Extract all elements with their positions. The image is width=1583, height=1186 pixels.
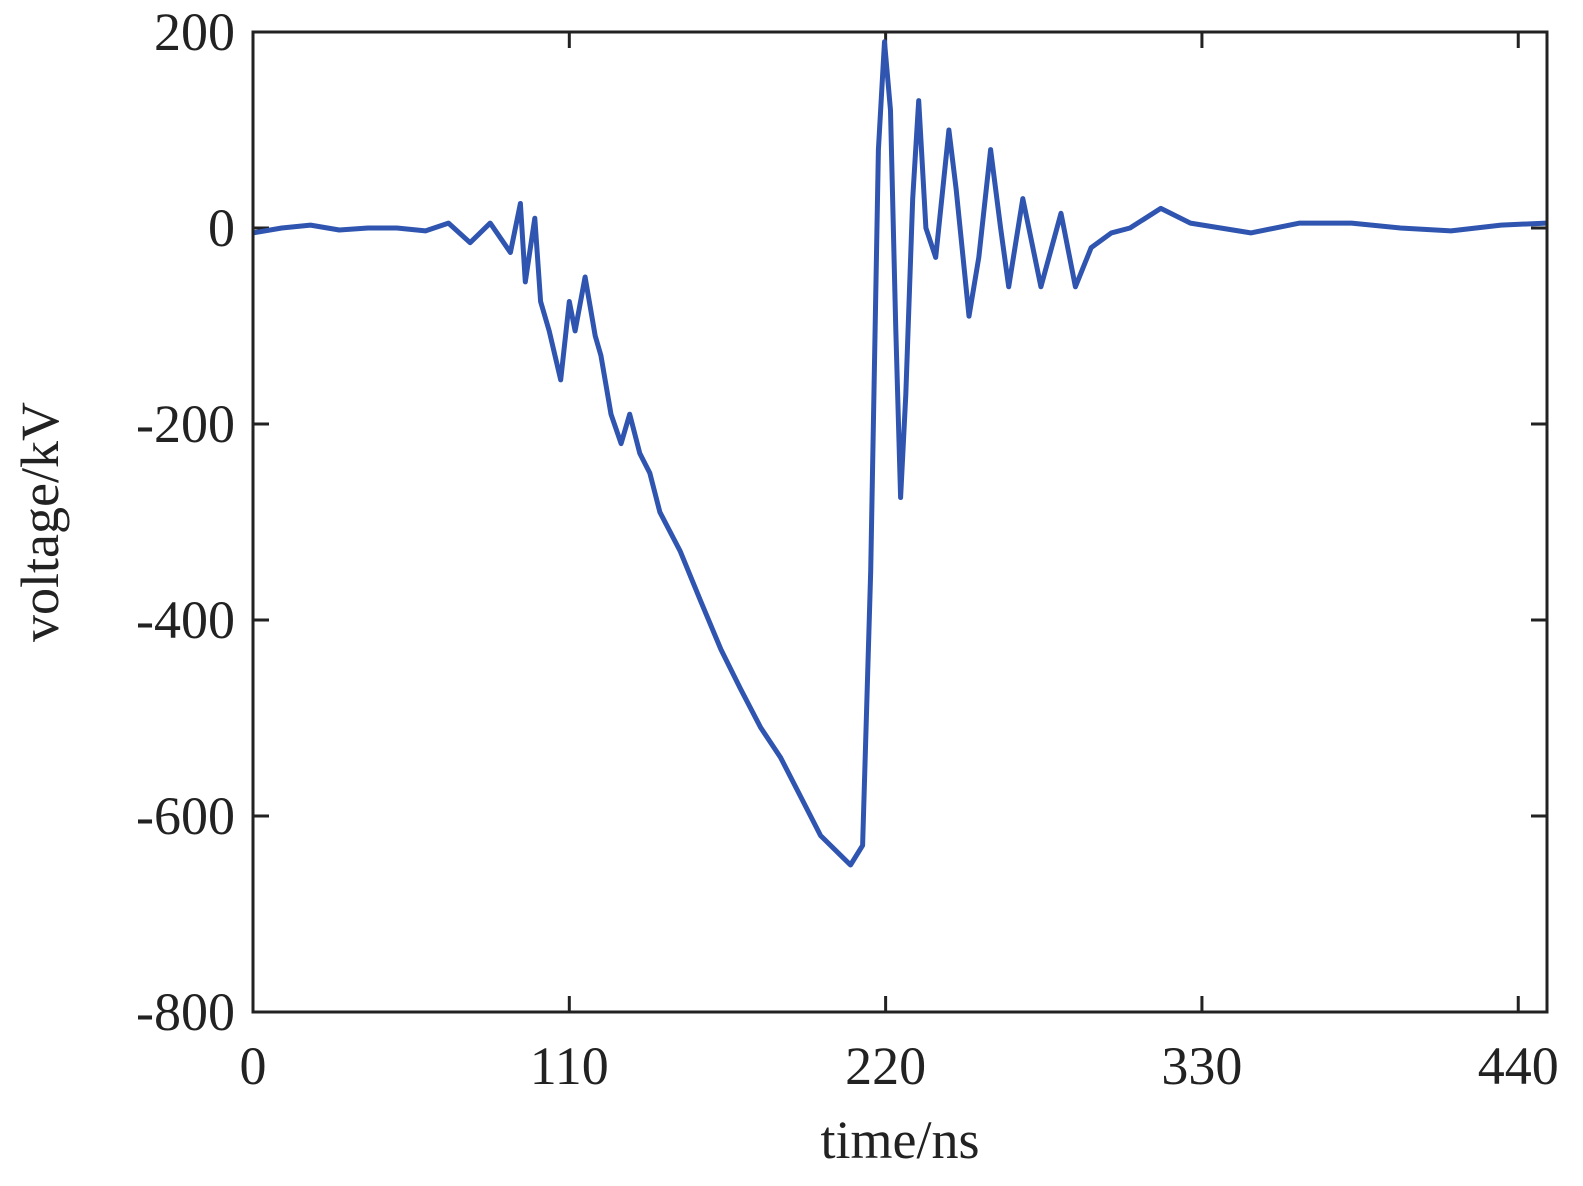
x-tick-label: 0 — [240, 1036, 267, 1096]
y-tick-label: -400 — [136, 590, 235, 650]
x-tick-label: 110 — [530, 1036, 609, 1096]
data-line — [252, 39, 1547, 868]
y-axis-label: voltage/kV — [10, 402, 70, 642]
y-tick-label: 200 — [154, 2, 235, 62]
x-tick-label: 220 — [845, 1036, 926, 1096]
y-tick-label: -800 — [136, 982, 235, 1042]
y-tick-label: -200 — [136, 394, 235, 454]
x-tick-label: 440 — [1478, 1036, 1559, 1096]
y-tick-label: 0 — [208, 198, 235, 258]
x-axis-label: time/ns — [821, 1110, 980, 1170]
plot-frame — [251, 30, 1549, 1014]
y-tick-label: -600 — [136, 786, 235, 846]
x-tick-label: 330 — [1161, 1036, 1242, 1096]
